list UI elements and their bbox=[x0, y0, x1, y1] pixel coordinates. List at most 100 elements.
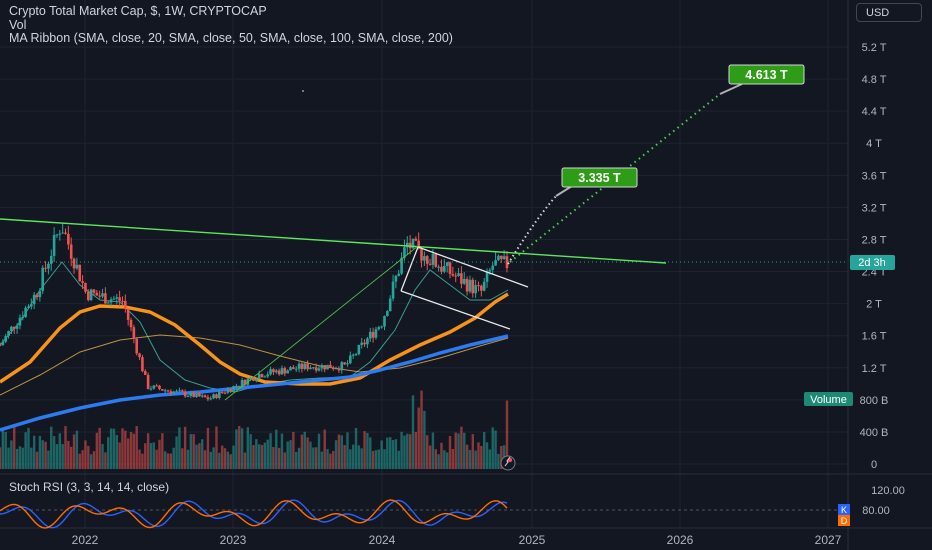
volume-bar bbox=[457, 433, 460, 469]
candle-body bbox=[229, 389, 233, 392]
volume-bar bbox=[266, 439, 269, 469]
price-tick: 4.4 T bbox=[862, 106, 887, 118]
chart-marker bbox=[302, 90, 304, 92]
volume-bar bbox=[309, 441, 312, 469]
volume-badge: Volume bbox=[804, 392, 853, 406]
volume-bar bbox=[169, 453, 173, 469]
candle-body bbox=[331, 368, 335, 370]
volume-bar bbox=[24, 432, 27, 469]
candle-body bbox=[24, 307, 27, 318]
volume-bar bbox=[300, 434, 304, 469]
candle-body bbox=[343, 362, 346, 365]
volume-bar bbox=[175, 436, 178, 469]
volume-bar bbox=[332, 450, 335, 469]
lightning-icon[interactable] bbox=[500, 455, 516, 471]
candle-body bbox=[320, 365, 324, 369]
candle-body bbox=[297, 363, 301, 369]
volume-bar bbox=[295, 451, 298, 469]
time-axis[interactable]: 2022 2023 2024 2025 2026 2027 bbox=[72, 533, 842, 547]
sma-100-line bbox=[0, 334, 509, 396]
volume-bar bbox=[269, 433, 272, 469]
candle-body bbox=[232, 385, 235, 392]
volume-bar bbox=[408, 434, 412, 469]
candle-body bbox=[126, 308, 130, 320]
volume-bar bbox=[437, 454, 440, 469]
candle-body bbox=[183, 391, 187, 397]
candle-body bbox=[255, 379, 258, 381]
target-label-2[interactable]: 4.613 T bbox=[719, 64, 805, 95]
volume-bar bbox=[243, 452, 247, 469]
volume-bar bbox=[132, 433, 136, 469]
candle-body bbox=[260, 374, 264, 378]
candle-body bbox=[485, 271, 489, 282]
volume-bar bbox=[30, 447, 33, 469]
volume-bar bbox=[357, 445, 361, 469]
candle-body bbox=[215, 394, 218, 399]
time-label-2025: 2025 bbox=[519, 533, 546, 547]
candle-body bbox=[425, 256, 429, 264]
time-label-2026: 2026 bbox=[667, 533, 694, 547]
volume-bar bbox=[87, 445, 90, 469]
volume-bar bbox=[451, 449, 455, 469]
volume-bar bbox=[0, 447, 2, 469]
candle-body bbox=[457, 273, 460, 277]
candle-body bbox=[192, 392, 195, 398]
volume-bar bbox=[240, 428, 244, 469]
stoch-k-label: K bbox=[841, 505, 847, 515]
candle-body bbox=[203, 395, 207, 398]
volume-bar bbox=[218, 452, 221, 469]
candle-body bbox=[135, 338, 139, 354]
volume-legend[interactable]: Vol bbox=[9, 18, 27, 32]
volume-bar bbox=[61, 444, 64, 469]
candle-body bbox=[200, 395, 204, 397]
price-tick: 3.6 T bbox=[862, 170, 887, 182]
volume-bars bbox=[0, 390, 509, 469]
volume-bar bbox=[112, 428, 116, 469]
volume-bar bbox=[104, 452, 107, 469]
candle-body bbox=[47, 263, 50, 269]
candle-body bbox=[309, 367, 312, 370]
candle-body bbox=[326, 364, 329, 370]
volume-bar bbox=[181, 448, 184, 469]
target-label-1[interactable]: 3.335 T bbox=[555, 167, 638, 197]
chart-title[interactable]: Crypto Total Market Cap, $, 1W, CRYPTOCA… bbox=[9, 4, 267, 18]
candle-body bbox=[272, 369, 275, 373]
volume-bar bbox=[460, 426, 463, 469]
volume-bar bbox=[238, 425, 241, 469]
price-tick: 0 bbox=[871, 459, 877, 471]
volume-bar bbox=[354, 428, 358, 469]
candle-body bbox=[434, 253, 438, 267]
time-label-2023: 2023 bbox=[220, 533, 247, 547]
volume-bar bbox=[426, 435, 429, 469]
volume-bar bbox=[463, 432, 466, 469]
time-label-2024: 2024 bbox=[369, 533, 396, 547]
candle-body bbox=[374, 329, 378, 338]
candle-body bbox=[383, 316, 386, 327]
volume-bar bbox=[434, 449, 437, 469]
volume-bar bbox=[257, 444, 261, 469]
currency-button[interactable]: USD bbox=[856, 3, 922, 22]
candle-body bbox=[0, 345, 2, 347]
volume-bar bbox=[223, 448, 227, 469]
volume-bar bbox=[255, 439, 258, 469]
volume-bar bbox=[232, 445, 235, 469]
volume-bar bbox=[27, 427, 30, 469]
ma-ribbon-legend[interactable]: MA Ribbon (SMA, close, 20, SMA, close, 5… bbox=[9, 31, 453, 45]
stoch-rsi-legend[interactable]: Stoch RSI (3, 3, 14, 14, close) bbox=[9, 480, 170, 494]
candle-body bbox=[289, 367, 292, 371]
candle-body bbox=[357, 344, 361, 355]
volume-bar bbox=[81, 450, 84, 469]
volume-bar bbox=[500, 445, 503, 469]
price-tick: 4 T bbox=[866, 138, 882, 150]
volume-bar bbox=[420, 390, 423, 469]
volume-bar bbox=[67, 440, 70, 469]
volume-bar bbox=[275, 429, 278, 469]
volume-bar bbox=[394, 439, 398, 469]
candle-body bbox=[78, 264, 82, 282]
candle-body bbox=[448, 262, 452, 274]
candle-body bbox=[323, 365, 326, 370]
candle-body bbox=[428, 263, 432, 265]
rising-trendline bbox=[224, 245, 419, 401]
current-price-badge: 2d 3h bbox=[850, 255, 895, 270]
